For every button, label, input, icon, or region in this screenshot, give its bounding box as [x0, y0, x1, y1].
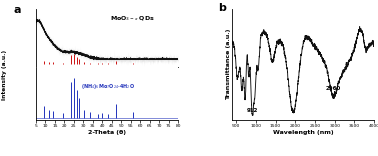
Text: 2960: 2960 — [325, 86, 341, 91]
Text: (NH$_4$)$_6$Mo$_7$O$_{24}$·4H$_2$O: (NH$_4$)$_6$Mo$_7$O$_{24}$·4H$_2$O — [81, 83, 135, 91]
X-axis label: 2-Theta (θ): 2-Theta (θ) — [88, 130, 126, 135]
Y-axis label: Transmittance (a.u.): Transmittance (a.u.) — [226, 29, 231, 100]
Text: Intensity (a.u.): Intensity (a.u.) — [2, 50, 7, 100]
Text: a: a — [13, 5, 21, 15]
Text: MoO$_{3-x}$ QDs: MoO$_{3-x}$ QDs — [110, 14, 155, 23]
Text: b: b — [218, 3, 226, 13]
Text: 912: 912 — [247, 108, 259, 113]
X-axis label: Wavelength (nm): Wavelength (nm) — [273, 130, 333, 135]
